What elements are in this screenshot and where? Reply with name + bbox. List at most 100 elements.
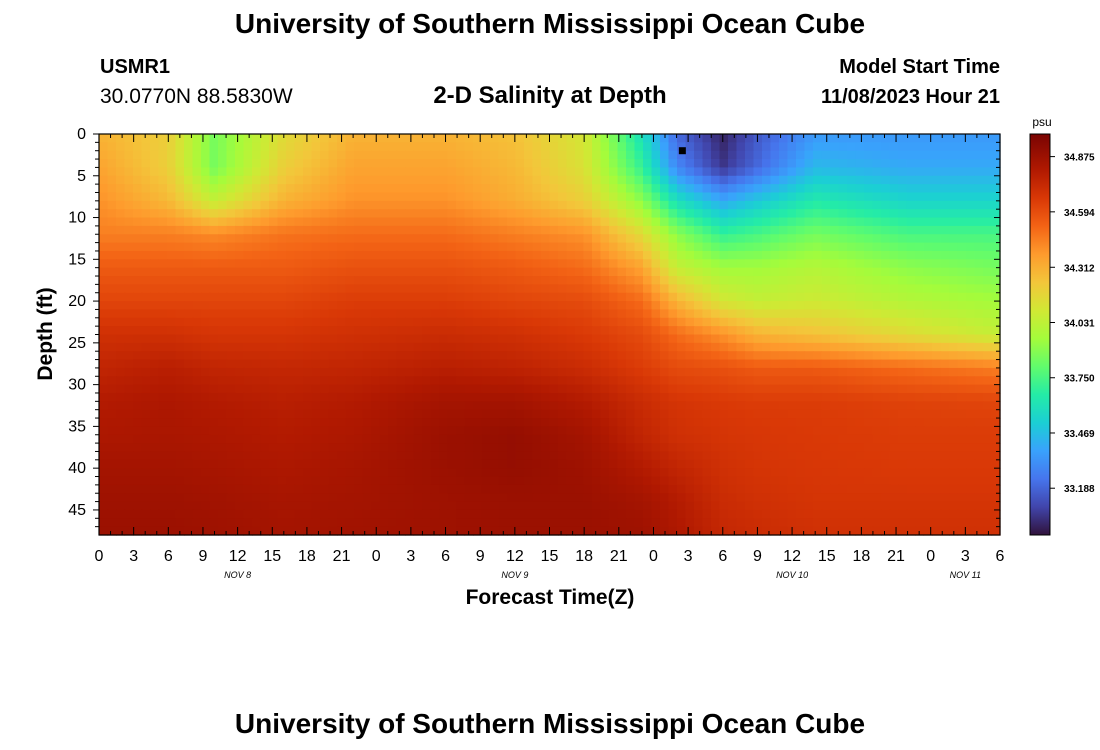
heatmap-cell: [209, 317, 219, 327]
heatmap-cell: [320, 359, 330, 369]
heatmap-cell: [915, 209, 925, 219]
heatmap-cell: [541, 150, 551, 160]
heatmap-cell: [541, 167, 551, 177]
heatmap-cell: [762, 225, 772, 235]
heatmap-cell: [311, 326, 321, 336]
heatmap-cell: [447, 225, 457, 235]
heatmap-cell: [243, 326, 253, 336]
heatmap-cell: [940, 468, 950, 478]
heatmap-cell: [133, 150, 143, 160]
heatmap-cell: [243, 443, 253, 453]
heatmap-cell: [158, 359, 168, 369]
heatmap-cell: [643, 376, 653, 386]
heatmap-cell: [796, 142, 806, 152]
heatmap-cell: [677, 367, 687, 377]
heatmap-cell: [473, 284, 483, 294]
heatmap-cell: [481, 309, 491, 319]
heatmap-cell: [872, 184, 882, 194]
heatmap-cell: [940, 351, 950, 361]
heatmap-cell: [252, 509, 262, 519]
heatmap-cell: [566, 468, 576, 478]
heatmap-cell: [413, 184, 423, 194]
heatmap-cell: [549, 518, 559, 528]
heatmap-cell: [600, 175, 610, 185]
heatmap-cell: [235, 225, 245, 235]
heatmap-cell: [269, 192, 279, 202]
heatmap-cell: [413, 443, 423, 453]
heatmap-cell: [770, 459, 780, 469]
heatmap-cell: [872, 509, 882, 519]
heatmap-cell: [940, 150, 950, 160]
heatmap-cell: [107, 526, 117, 536]
heatmap-cell: [405, 351, 415, 361]
heatmap-cell: [133, 376, 143, 386]
heatmap-cell: [617, 225, 627, 235]
heatmap-cell: [855, 476, 865, 486]
heatmap-cell: [923, 292, 933, 302]
heatmap-cell: [549, 184, 559, 194]
heatmap-cell: [464, 284, 474, 294]
heatmap-cell: [736, 167, 746, 177]
heatmap-cell: [311, 259, 321, 269]
heatmap-cell: [549, 267, 559, 277]
heatmap-cell: [481, 476, 491, 486]
heatmap-cell: [362, 309, 372, 319]
heatmap-cell: [345, 267, 355, 277]
heatmap-cell: [175, 309, 185, 319]
heatmap-cell: [337, 342, 347, 352]
heatmap-cell: [677, 392, 687, 402]
heatmap-cell: [991, 451, 1001, 461]
heatmap-cell: [966, 150, 976, 160]
heatmap-cell: [388, 175, 398, 185]
heatmap-cell: [439, 409, 449, 419]
heatmap-cell: [532, 342, 542, 352]
heatmap-cell: [243, 159, 253, 169]
heatmap-cell: [575, 484, 585, 494]
heatmap-cell: [728, 484, 738, 494]
heatmap-cell: [864, 317, 874, 327]
heatmap-cell: [626, 493, 636, 503]
heatmap-cell: [328, 175, 338, 185]
heatmap-cell: [575, 317, 585, 327]
heatmap-cell: [702, 476, 712, 486]
heatmap-cell: [541, 301, 551, 311]
heatmap-cell: [668, 426, 678, 436]
heatmap-cell: [787, 234, 797, 244]
heatmap-cell: [422, 351, 432, 361]
heatmap-cell: [379, 200, 389, 210]
heatmap-cell: [660, 392, 670, 402]
heatmap-cell: [133, 493, 143, 503]
heatmap-cell: [881, 443, 891, 453]
heatmap-cell: [753, 409, 763, 419]
heatmap-cell: [388, 476, 398, 486]
heatmap-cell: [498, 184, 508, 194]
heatmap-cell: [388, 468, 398, 478]
heatmap-cell: [847, 451, 857, 461]
heatmap-cell: [116, 284, 126, 294]
heatmap-cell: [192, 167, 202, 177]
heatmap-cell: [677, 317, 687, 327]
heatmap-cell: [303, 276, 313, 285]
heatmap-cell: [456, 509, 466, 519]
heatmap-cell: [456, 501, 466, 511]
heatmap-cell: [133, 476, 143, 486]
heatmap-cell: [379, 209, 389, 219]
heatmap-cell: [838, 501, 848, 511]
heatmap-cell: [932, 150, 942, 160]
heatmap-cell: [226, 501, 236, 511]
heatmap-cell: [983, 167, 993, 177]
heatmap-cell: [728, 225, 738, 235]
heatmap-cell: [498, 225, 508, 235]
heatmap-cell: [923, 250, 933, 260]
heatmap-cell: [388, 292, 398, 302]
heatmap-cell: [320, 376, 330, 386]
heatmap-cell: [269, 184, 279, 194]
heatmap-cell: [966, 200, 976, 210]
heatmap-cell: [447, 200, 457, 210]
heatmap-cell: [456, 242, 466, 252]
heatmap-cell: [345, 518, 355, 528]
heatmap-cell: [524, 234, 534, 244]
heatmap-cell: [830, 367, 840, 377]
heatmap-cell: [651, 326, 661, 336]
heatmap-cell: [277, 242, 287, 252]
